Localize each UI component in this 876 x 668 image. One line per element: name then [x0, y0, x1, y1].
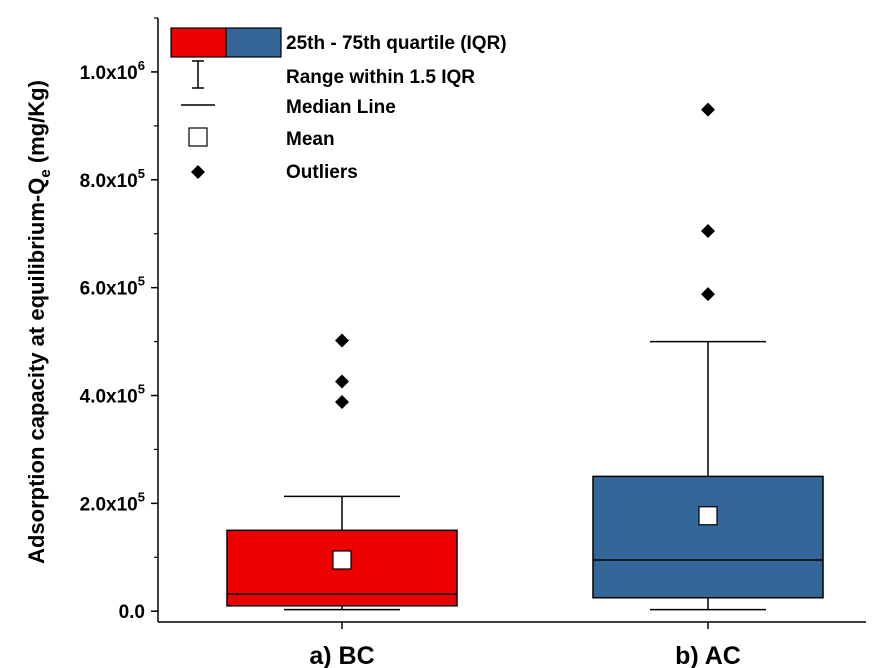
legend-label-mean: Mean — [286, 129, 335, 150]
axes: 0.0 2.0x105 4.0x105 6.0x105 8.0x105 1.0x106 a)… — [80, 17, 866, 668]
y-tick-label: 8.0x105 — [80, 166, 145, 192]
y-tick-label: 6.0x105 — [80, 274, 145, 300]
mean-marker — [332, 550, 352, 570]
y-tick-label: 4.0x105 — [80, 382, 145, 408]
legend-mean-marker — [188, 127, 208, 147]
legend-swatch-iqr-red — [170, 27, 227, 58]
y-axis-label: Adsorption capacity at equilibrium-Qe (m… — [24, 80, 54, 564]
outlier-point — [701, 287, 715, 302]
legend-outlier-marker — [191, 165, 205, 179]
legend: 25th - 75th quartile (IQR) Range within 1… — [170, 27, 507, 183]
iqr-box — [592, 475, 824, 599]
y-tick-label: 2.0x105 — [80, 489, 145, 515]
mean-marker — [698, 506, 718, 526]
legend-label-median: Median Line — [286, 97, 396, 118]
legend-swatch-iqr-blue — [225, 27, 282, 58]
outlier-point — [701, 102, 715, 117]
outlier-point — [701, 224, 715, 239]
outlier-point — [335, 374, 349, 389]
x-tick-label: b) AC — [675, 642, 741, 668]
box-ac — [592, 102, 824, 611]
outlier-point — [335, 394, 349, 409]
box-bc — [226, 333, 458, 611]
legend-label-outliers: Outliers — [286, 162, 358, 183]
legend-label-range: Range within 1.5 IQR — [286, 67, 475, 88]
outlier-point — [335, 333, 349, 348]
y-tick-label: 1.0x106 — [80, 58, 145, 84]
box-series — [226, 102, 824, 611]
x-tick-label: a) BC — [309, 642, 374, 668]
legend-label-iqr: 25th - 75th quartile (IQR) — [286, 33, 507, 54]
y-tick-label: 0.0 — [119, 602, 145, 623]
